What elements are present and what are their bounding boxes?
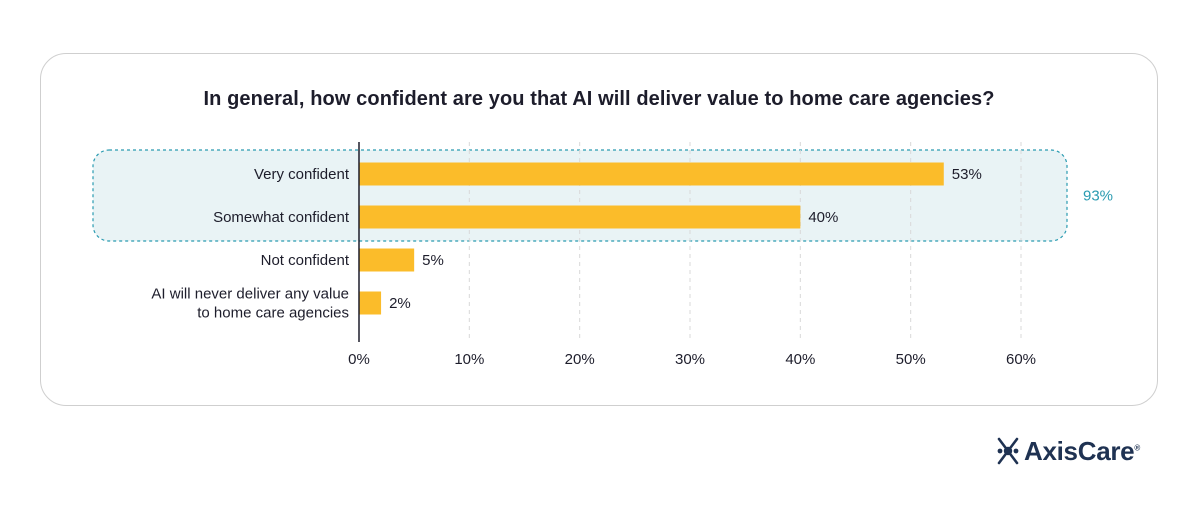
- category-label-2: Not confident: [261, 252, 350, 269]
- x-tick-label-50pct: 50%: [896, 351, 926, 368]
- chart-title: In general, how confident are you that A…: [203, 88, 995, 110]
- value-label-0: 53%: [952, 166, 982, 183]
- bar-2: [359, 248, 415, 272]
- x-tick-label-60pct: 60%: [1006, 351, 1036, 368]
- value-label-2: 5%: [422, 252, 444, 269]
- value-label-3: 2%: [389, 295, 411, 312]
- bar-0: [359, 162, 944, 186]
- category-label-1: Somewhat confident: [213, 209, 350, 226]
- x-tick-label-30pct: 30%: [675, 351, 705, 368]
- bar-1: [359, 205, 801, 229]
- value-label-1: 40%: [808, 209, 838, 226]
- category-label-3-line-1: to home care agencies: [197, 305, 349, 322]
- logo-text: AxisCare®: [1024, 435, 1140, 466]
- x-tick-label-0pct: 0%: [348, 351, 370, 368]
- brand-logo: AxisCare®: [996, 434, 1140, 468]
- category-label-0: Very confident: [254, 166, 350, 183]
- bar-3: [359, 291, 382, 315]
- x-tick-label-10pct: 10%: [454, 351, 484, 368]
- x-tick-label-40pct: 40%: [785, 351, 815, 368]
- axiscare-logo-icon: [997, 437, 1019, 465]
- x-tick-label-20pct: 20%: [565, 351, 595, 368]
- highlight-group-label: 93%: [1083, 188, 1113, 205]
- category-label-3-line-0: AI will never deliver any value: [151, 286, 349, 303]
